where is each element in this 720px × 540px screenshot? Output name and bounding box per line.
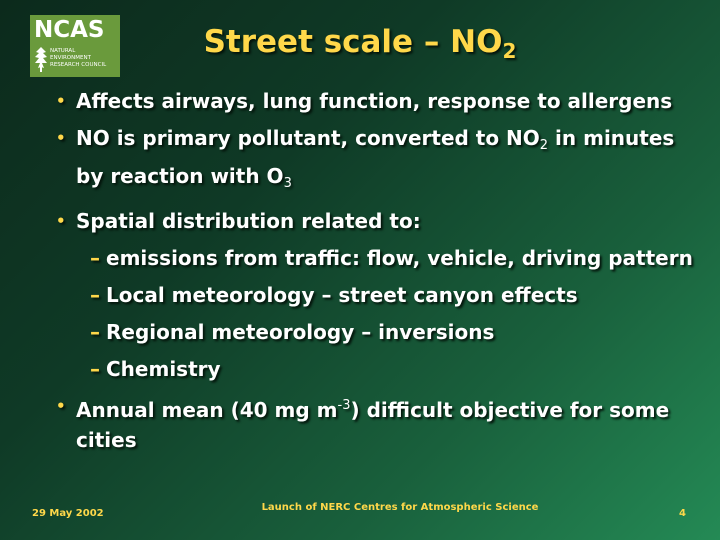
bullet-text: Spatial distribution related to: [76, 209, 421, 233]
bullet-airways: • Affects airways, lung function, respon… [56, 86, 696, 116]
slide-content: • Affects airways, lung function, respon… [56, 86, 696, 462]
slide-title: Street scale – NO2 [203, 24, 517, 63]
bullet-text: Affects airways, lung function, response… [76, 89, 673, 113]
sub-bullet-text: emissions from traffic: flow, vehicle, d… [106, 246, 693, 270]
ncas-logo: NCAS NATURAL ENVIRONMENT RESEARCH COUNCI… [30, 15, 120, 77]
bullet-spatial: • Spatial distribution related to: [56, 206, 696, 236]
footer-event: Launch of NERC Centres for Atmospheric S… [261, 502, 539, 513]
sub-bullet-emissions: – emissions from traffic: flow, vehicle,… [56, 243, 696, 273]
dash-marker: – [90, 320, 100, 344]
bullet-marker: • [56, 129, 66, 147]
bullet-annual-mean: • Annual mean (40 mg m-3) difficult obje… [56, 391, 696, 455]
dash-marker: – [90, 283, 100, 307]
sub-bullet-text: Regional meteorology – inversions [106, 320, 495, 344]
logo-subtitle: NATURAL ENVIRONMENT RESEARCH COUNCIL [50, 48, 107, 68]
sub-bullet-text: Chemistry [106, 357, 221, 381]
footer-date: 29 May 2002 [32, 508, 104, 519]
page-number: 4 [679, 508, 686, 519]
dash-marker: – [90, 246, 100, 270]
sub-bullet-local-meteorology: – Local meteorology – street canyon effe… [56, 280, 696, 310]
sub-bullet-regional-meteorology: – Regional meteorology – inversions [56, 317, 696, 347]
bullet-no-primary: • NO is primary pollutant, converted to … [56, 123, 696, 199]
bullet-marker: • [56, 92, 66, 110]
bullet-marker: • [56, 397, 66, 415]
leaf-icon [35, 47, 47, 72]
dash-marker: – [90, 357, 100, 381]
bullet-marker: • [56, 212, 66, 230]
sub-bullet-text: Local meteorology – street canyon effect… [106, 283, 578, 307]
sub-bullet-chemistry: – Chemistry [56, 354, 696, 384]
logo-text: NCAS [34, 17, 105, 43]
